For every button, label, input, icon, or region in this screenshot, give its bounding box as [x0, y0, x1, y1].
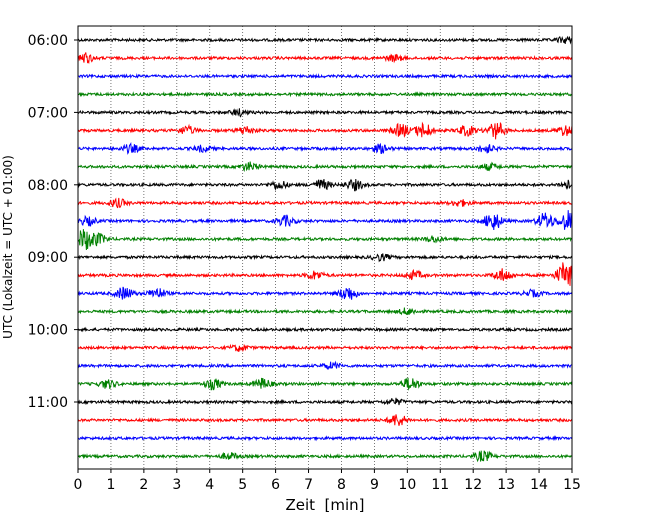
trace-1115	[77, 414, 573, 426]
x-tick-label-3: 3	[172, 477, 181, 493]
trace-0745	[77, 161, 573, 172]
trace-0715	[77, 121, 573, 140]
x-tick-label-13: 13	[497, 477, 515, 493]
plot-frame	[77, 25, 573, 470]
trace-0645	[77, 91, 573, 98]
y-tick-label-1100: 11:00	[28, 395, 68, 411]
x-tick-label-8: 8	[337, 477, 346, 493]
y-tick-label-1000: 10:00	[28, 323, 68, 339]
trace-0630	[77, 72, 573, 80]
x-tick-label-6: 6	[271, 477, 280, 493]
trace-0700	[77, 108, 573, 118]
trace-0845	[77, 229, 572, 251]
trace-1130	[77, 435, 573, 442]
y-tick-label-0600: 06:00	[28, 33, 68, 49]
trace-0930	[77, 286, 573, 300]
x-tick-label-4: 4	[205, 477, 214, 493]
trace-1145	[77, 450, 572, 463]
y-tick-label-0800: 08:00	[28, 178, 68, 194]
x-tick-label-0: 0	[74, 477, 83, 493]
trace-1030	[77, 360, 572, 370]
x-tick-label-5: 5	[238, 477, 247, 493]
trace-0730	[77, 142, 572, 155]
x-tick-label-7: 7	[304, 477, 313, 493]
x-axis-label: Zeit [min]	[285, 496, 364, 514]
trace-0600	[77, 35, 573, 45]
x-tick-label-10: 10	[398, 477, 416, 493]
trace-0900	[77, 253, 573, 263]
y-axis-label: UTC (Lokalzeit = UTC + 01:00)	[1, 155, 15, 339]
trace-1100	[77, 397, 573, 406]
x-tick-label-1: 1	[106, 477, 115, 493]
x-tick-label-14: 14	[530, 477, 548, 493]
trace-1015	[77, 343, 573, 353]
x-tick-label-11: 11	[431, 477, 449, 493]
minute-gridlines	[110, 26, 540, 469]
x-tick-label-9: 9	[370, 477, 379, 493]
trace-0945	[77, 307, 573, 316]
x-tick-label-2: 2	[139, 477, 148, 493]
trace-1045	[77, 377, 573, 391]
y-tick-label-0700: 07:00	[28, 105, 68, 121]
y-tick-label-0900: 09:00	[28, 250, 68, 266]
trace-0615	[77, 52, 573, 65]
trace-0830	[77, 210, 573, 231]
y-axis: 06:00 07:00 08:00 09:00 10:00 11:00	[28, 33, 78, 411]
x-axis: 0 1 2 3 4 5 6 7 8 9 10 11 12 13 14 15	[74, 469, 581, 493]
seismogram-traces	[77, 35, 573, 463]
x-tick-label-12: 12	[464, 477, 482, 493]
x-tick-label-15: 15	[563, 477, 581, 493]
trace-0915	[77, 262, 573, 286]
trace-0800	[77, 178, 573, 192]
trace-1000	[77, 326, 573, 333]
trace-0815	[77, 197, 572, 209]
